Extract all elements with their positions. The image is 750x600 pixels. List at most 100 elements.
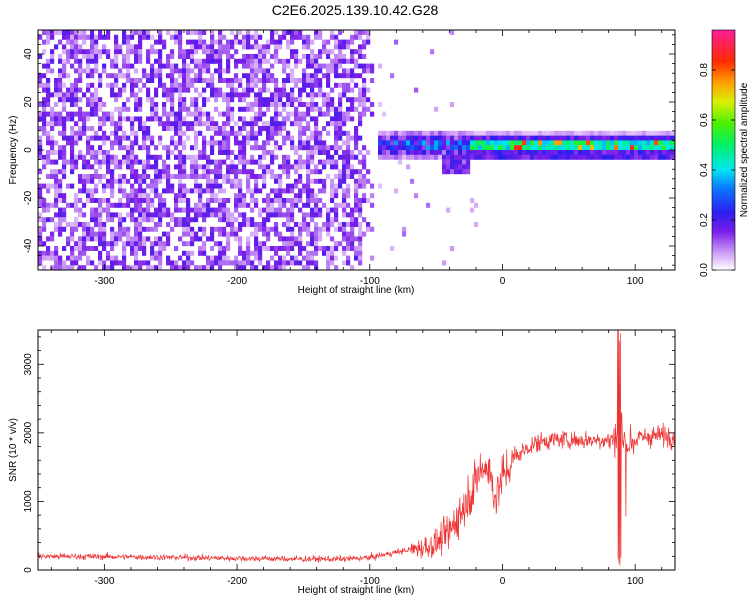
heatmap-cell	[314, 73, 319, 79]
heatmap-cell	[574, 130, 579, 136]
heatmap-cell	[158, 39, 163, 45]
heatmap-cell	[274, 198, 279, 203]
heatmap-cell	[338, 130, 343, 136]
heatmap-cell	[186, 255, 191, 261]
heatmap-cell	[58, 82, 63, 88]
heatmap-cell	[270, 30, 275, 35]
heatmap-cell	[286, 58, 291, 64]
heatmap-cell	[198, 106, 203, 112]
heatmap-cell	[94, 231, 99, 237]
heatmap-cell	[310, 241, 315, 247]
heatmap-cell	[282, 159, 287, 165]
heatmap-cell	[58, 92, 63, 98]
heatmap-cell	[330, 154, 335, 160]
heatmap-cell	[182, 169, 187, 175]
heatmap-cell	[346, 150, 351, 155]
heatmap-cell	[274, 116, 279, 122]
heatmap-cell	[118, 106, 123, 112]
heatmap-cell	[346, 68, 351, 74]
heatmap-cell	[254, 82, 259, 88]
heatmap-cell	[198, 63, 203, 69]
heatmap-cell	[658, 130, 663, 136]
heatmap-cell	[518, 145, 523, 151]
heatmap-cell	[334, 159, 339, 165]
heatmap-cell	[278, 231, 283, 237]
heatmap-cell	[46, 202, 51, 208]
heatmap-cell	[382, 135, 387, 141]
heatmap-cell	[310, 87, 315, 93]
heatmap-cell	[282, 188, 287, 194]
heatmap-cell	[222, 159, 227, 165]
heatmap-cell	[166, 111, 171, 117]
heatmap-cell	[154, 49, 159, 55]
heatmap-cell	[214, 130, 219, 136]
heatmap-cell	[286, 39, 291, 45]
heatmap-cell	[38, 198, 43, 203]
heatmap-cell	[170, 87, 175, 93]
heatmap-cell	[182, 174, 187, 179]
heatmap-cell	[310, 92, 315, 98]
heatmap-cell	[310, 207, 315, 213]
heatmap-cell	[90, 54, 95, 59]
heatmap-cell	[334, 68, 339, 74]
heatmap-cell	[178, 150, 183, 155]
heatmap-cell	[250, 126, 255, 131]
heatmap-cell	[246, 102, 251, 107]
heatmap-cell	[46, 111, 51, 117]
heatmap-cell	[610, 154, 615, 160]
heatmap-cell	[670, 130, 675, 136]
heatmap-cell	[186, 78, 191, 83]
heatmap-cell	[466, 150, 471, 155]
heatmap-cell	[282, 30, 287, 35]
heatmap-cell	[102, 198, 107, 203]
heatmap-cell	[170, 212, 175, 218]
heatmap-cell	[310, 260, 315, 266]
heatmap-cell	[130, 87, 135, 93]
heatmap-cell	[306, 150, 311, 155]
heatmap-cell	[358, 63, 363, 69]
heatmap-cell	[298, 236, 303, 242]
heatmap-cell	[82, 68, 87, 74]
heatmap-cell	[182, 97, 187, 103]
heatmap-cell	[326, 121, 331, 127]
heatmap-cell	[58, 73, 63, 79]
heatmap-cell	[226, 140, 231, 146]
heatmap-cell	[166, 92, 171, 98]
heatmap-cell	[554, 130, 559, 136]
heatmap-cell	[450, 246, 455, 251]
heatmap-cell	[138, 198, 143, 203]
heatmap-cell	[38, 111, 43, 117]
heatmap-cell	[242, 87, 247, 93]
heatmap-cell	[154, 145, 159, 151]
heatmap-cell	[238, 97, 243, 103]
heatmap-cell	[302, 111, 307, 117]
heatmap-cell	[114, 135, 119, 141]
heatmap-cell	[62, 73, 67, 79]
heatmap-cell	[206, 154, 211, 160]
heatmap-cell	[338, 82, 343, 88]
x-tick-label: -300	[94, 576, 114, 587]
heatmap-cell	[582, 130, 587, 136]
heatmap-cell	[510, 154, 515, 160]
heatmap-cell	[138, 102, 143, 107]
heatmap-cell	[470, 207, 475, 213]
heatmap-cell	[70, 154, 75, 160]
heatmap-cell	[78, 68, 83, 74]
heatmap-cell	[130, 193, 135, 199]
heatmap-cell	[570, 154, 575, 160]
heatmap-cell	[522, 145, 527, 151]
heatmap-cell	[126, 159, 131, 165]
heatmap-cell	[514, 150, 519, 155]
heatmap-cell	[262, 231, 267, 237]
heatmap-cell	[242, 73, 247, 79]
heatmap-cell	[78, 198, 83, 203]
heatmap-cell	[286, 78, 291, 83]
heatmap-cell	[254, 63, 259, 69]
heatmap-cell	[122, 73, 127, 79]
heatmap-cell	[198, 39, 203, 45]
heatmap-cell	[522, 150, 527, 155]
heatmap-cell	[42, 39, 47, 45]
heatmap-cell	[158, 178, 163, 184]
heatmap-cell	[266, 150, 271, 155]
heatmap-cell	[666, 135, 671, 141]
